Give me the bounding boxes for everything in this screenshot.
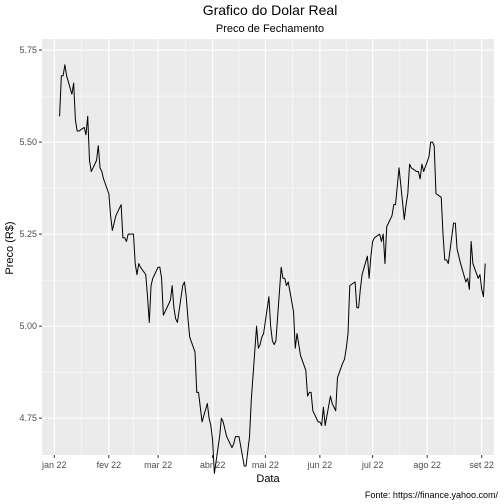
- x-tick-label: abr 22: [200, 460, 226, 470]
- major-gridlines: [42, 39, 494, 455]
- y-tick-label: 5.25: [19, 229, 37, 239]
- price-line: [59, 64, 486, 474]
- x-axis: jan 22 fev 22 mar 22 abr 22 mai 22 jun 22 jul …: [41, 455, 494, 470]
- minor-gridlines: [42, 39, 494, 455]
- x-tick-label: mar 22: [144, 460, 172, 470]
- x-tick-label: ago 22: [413, 460, 441, 470]
- x-axis-label: Data: [256, 473, 280, 485]
- chart-subtitle: Preco de Fechamento: [216, 23, 324, 35]
- plot-panel: [42, 39, 494, 455]
- source-caption: Fonte: https://finance.yahoo.com/: [365, 490, 499, 500]
- x-tick-label: jul 22: [361, 460, 384, 470]
- y-tick-label: 5.50: [19, 137, 37, 147]
- y-tick-label: 5.00: [19, 321, 37, 331]
- x-tick-label: mai 22: [252, 460, 279, 470]
- x-tick-label: set 22: [469, 460, 494, 470]
- chart-title: Grafico do Dolar Real: [203, 2, 338, 18]
- x-tick-label: jun 22: [307, 460, 333, 470]
- y-tick-label: 4.75: [19, 413, 37, 423]
- x-tick-label: fev 22: [97, 460, 122, 470]
- x-tick-label: jan 22: [41, 460, 67, 470]
- y-tick-label: 5.75: [19, 45, 37, 55]
- y-axis-label: Preco (R$): [4, 221, 16, 274]
- y-axis: 4.75 5.00 5.25 5.50 5.75: [19, 45, 42, 423]
